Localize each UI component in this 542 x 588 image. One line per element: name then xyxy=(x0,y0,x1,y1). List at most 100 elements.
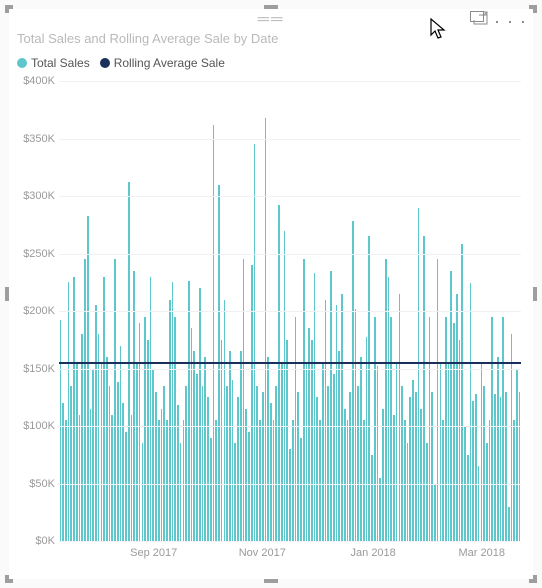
bar[interactable] xyxy=(448,363,450,541)
bar[interactable] xyxy=(382,409,384,541)
bar[interactable] xyxy=(377,366,379,541)
bar[interactable] xyxy=(213,125,215,541)
bar[interactable] xyxy=(240,351,242,541)
bar[interactable] xyxy=(461,244,463,541)
bar[interactable] xyxy=(180,443,182,541)
bar[interactable] xyxy=(316,397,318,541)
bar[interactable] xyxy=(388,277,390,542)
bar[interactable] xyxy=(409,397,411,541)
bar[interactable] xyxy=(445,317,447,541)
bar[interactable] xyxy=(111,415,113,542)
bar[interactable] xyxy=(470,283,472,541)
bar[interactable] xyxy=(459,340,461,541)
bar[interactable] xyxy=(234,443,236,541)
bar[interactable] xyxy=(251,265,253,541)
bar[interactable] xyxy=(516,369,518,542)
bar[interactable] xyxy=(60,320,62,541)
bar[interactable] xyxy=(174,317,176,541)
bar[interactable] xyxy=(196,374,198,541)
bar[interactable] xyxy=(355,309,357,541)
bar[interactable] xyxy=(166,420,168,541)
bar[interactable] xyxy=(248,432,250,541)
bar[interactable] xyxy=(210,438,212,542)
bar[interactable] xyxy=(333,374,335,541)
bar[interactable] xyxy=(404,420,406,541)
bar[interactable] xyxy=(442,420,444,541)
bar[interactable] xyxy=(185,386,187,541)
bar[interactable] xyxy=(281,363,283,541)
bar[interactable] xyxy=(70,386,72,541)
bar[interactable] xyxy=(325,300,327,542)
bar[interactable] xyxy=(150,277,152,542)
bar[interactable] xyxy=(368,236,370,541)
bar[interactable] xyxy=(183,420,185,541)
bar[interactable] xyxy=(344,409,346,541)
bar[interactable] xyxy=(90,409,92,541)
bar[interactable] xyxy=(420,409,422,541)
bar[interactable] xyxy=(142,443,144,541)
bar[interactable] xyxy=(314,273,316,541)
bar[interactable] xyxy=(475,394,477,541)
bar[interactable] xyxy=(418,208,420,542)
bar[interactable] xyxy=(295,317,297,541)
bar[interactable] xyxy=(267,357,269,541)
bar[interactable] xyxy=(513,420,515,541)
bar[interactable] xyxy=(273,420,275,541)
bar[interactable] xyxy=(374,317,376,541)
bar[interactable] xyxy=(202,386,204,541)
bar[interactable] xyxy=(338,351,340,541)
bar[interactable] xyxy=(275,386,277,541)
bar[interactable] xyxy=(139,323,141,542)
bar[interactable] xyxy=(292,420,294,541)
bar[interactable] xyxy=(144,317,146,541)
bar[interactable] xyxy=(169,300,171,542)
bar[interactable] xyxy=(390,317,392,541)
bar[interactable] xyxy=(204,357,206,541)
bar[interactable] xyxy=(262,392,264,542)
bar[interactable] xyxy=(489,420,491,541)
bar[interactable] xyxy=(265,118,267,541)
bar[interactable] xyxy=(352,221,354,541)
bar[interactable] xyxy=(303,259,305,541)
bar[interactable] xyxy=(453,323,455,542)
bar[interactable] xyxy=(412,380,414,541)
bar[interactable] xyxy=(289,449,291,541)
bar[interactable] xyxy=(500,397,502,541)
bar[interactable] xyxy=(101,363,103,541)
bar[interactable] xyxy=(399,294,401,541)
bar[interactable] xyxy=(120,346,122,542)
legend-item-rolling-avg[interactable]: Rolling Average Sale xyxy=(100,55,225,70)
bar[interactable] xyxy=(84,259,86,541)
bar[interactable] xyxy=(109,386,111,541)
bar[interactable] xyxy=(308,328,310,541)
bar[interactable] xyxy=(508,507,510,542)
bar[interactable] xyxy=(229,351,231,541)
legend-item-total-sales[interactable]: Total Sales xyxy=(17,55,90,70)
drag-grip-icon[interactable]: ══ xyxy=(258,11,285,29)
bar[interactable] xyxy=(467,455,469,541)
bar[interactable] xyxy=(491,317,493,541)
bar[interactable] xyxy=(341,294,343,541)
bar[interactable] xyxy=(401,386,403,541)
bar[interactable] xyxy=(371,455,373,541)
sel-edge-right[interactable] xyxy=(533,287,537,301)
bar[interactable] xyxy=(415,392,417,542)
bar[interactable] xyxy=(357,386,359,541)
bar[interactable] xyxy=(199,288,201,541)
bar[interactable] xyxy=(221,340,223,541)
bar[interactable] xyxy=(254,144,256,541)
bar[interactable] xyxy=(327,386,329,541)
bar[interactable] xyxy=(163,386,165,541)
bar[interactable] xyxy=(147,340,149,541)
bar[interactable] xyxy=(502,317,504,541)
bar[interactable] xyxy=(519,392,521,542)
bar[interactable] xyxy=(193,351,195,541)
bar[interactable] xyxy=(125,432,127,541)
bar[interactable] xyxy=(114,259,116,541)
bar[interactable] xyxy=(429,317,431,541)
bar[interactable] xyxy=(62,403,64,541)
bar[interactable] xyxy=(259,420,261,541)
bar[interactable] xyxy=(306,363,308,541)
sel-edge-bottom[interactable] xyxy=(264,579,278,583)
bar[interactable] xyxy=(426,443,428,541)
